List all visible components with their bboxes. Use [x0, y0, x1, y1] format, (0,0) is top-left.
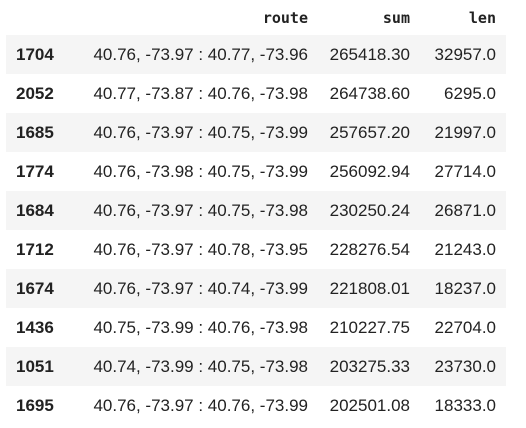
cell-len: 18333.0	[434, 395, 496, 415]
table-row: 1685 40.76, -73.97 : 40.75, -73.99 257657.…	[6, 113, 506, 152]
dataframe-table: route sum len 1704 40.76, -73.97 : 40.77,…	[6, 0, 506, 425]
cell-len: 23730.0	[434, 356, 496, 376]
row-index: 1774	[16, 161, 54, 181]
table-row: 1695 40.76, -73.97 : 40.76, -73.99 202501.…	[6, 386, 506, 425]
cell-sum: 203275.33	[329, 356, 410, 376]
column-header-sum: sum	[382, 8, 410, 27]
cell-route: 40.76, -73.97 : 40.76, -73.99	[93, 395, 308, 415]
cell-sum: 230250.24	[329, 200, 410, 220]
cell-sum: 265418.30	[329, 44, 410, 64]
row-index: 1436	[16, 317, 54, 337]
cell-route: 40.75, -73.99 : 40.76, -73.98	[93, 317, 308, 337]
cell-sum: 228276.54	[329, 239, 410, 259]
index-header	[6, 0, 68, 35]
column-header-len: len	[468, 8, 496, 27]
cell-route: 40.76, -73.97 : 40.78, -73.95	[93, 239, 308, 259]
cell-len: 26871.0	[434, 200, 496, 220]
cell-route: 40.76, -73.97 : 40.75, -73.98	[93, 200, 308, 220]
cell-sum: 221808.01	[329, 278, 410, 298]
table-row: 1436 40.75, -73.99 : 40.76, -73.98 210227.…	[6, 308, 506, 347]
table-row: 1684 40.76, -73.97 : 40.75, -73.98 230250.…	[6, 191, 506, 230]
cell-len: 27714.0	[434, 161, 496, 181]
cell-route: 40.76, -73.97 : 40.74, -73.99	[93, 278, 308, 298]
cell-sum: 256092.94	[329, 161, 410, 181]
table-row: 1774 40.76, -73.98 : 40.75, -73.99 256092.…	[6, 152, 506, 191]
cell-len: 32957.0	[434, 44, 496, 64]
row-index: 1684	[16, 200, 54, 220]
cell-len: 6295.0	[444, 83, 496, 103]
row-index: 1685	[16, 122, 54, 142]
cell-route: 40.76, -73.97 : 40.77, -73.96	[93, 44, 308, 64]
row-index: 2052	[16, 83, 54, 103]
cell-sum: 257657.20	[329, 122, 410, 142]
header-row: route sum len	[6, 0, 506, 35]
row-index: 1695	[16, 395, 54, 415]
cell-route: 40.77, -73.87 : 40.76, -73.98	[93, 83, 308, 103]
column-header-route: route	[262, 8, 308, 27]
table-row: 1704 40.76, -73.97 : 40.77, -73.96 265418.…	[6, 35, 506, 74]
row-index: 1051	[16, 356, 54, 376]
table-row: 1051 40.74, -73.99 : 40.75, -73.98 203275.…	[6, 347, 506, 386]
table-header: route sum len	[6, 0, 506, 35]
cell-len: 22704.0	[434, 317, 496, 337]
cell-sum: 264738.60	[329, 83, 410, 103]
cell-sum: 202501.08	[329, 395, 410, 415]
table-row: 2052 40.77, -73.87 : 40.76, -73.98 264738.…	[6, 74, 506, 113]
table-row: 1674 40.76, -73.97 : 40.74, -73.99 221808.…	[6, 269, 506, 308]
cell-len: 21243.0	[434, 239, 496, 259]
cell-route: 40.76, -73.98 : 40.75, -73.99	[93, 161, 308, 181]
cell-sum: 210227.75	[329, 317, 410, 337]
row-index: 1674	[16, 278, 54, 298]
row-index: 1712	[16, 239, 54, 259]
cell-route: 40.74, -73.99 : 40.75, -73.98	[93, 356, 308, 376]
table-row: 1712 40.76, -73.97 : 40.78, -73.95 228276.…	[6, 230, 506, 269]
row-index: 1704	[16, 44, 54, 64]
cell-len: 21997.0	[434, 122, 496, 142]
cell-route: 40.76, -73.97 : 40.75, -73.99	[93, 122, 308, 142]
table-body: 1704 40.76, -73.97 : 40.77, -73.96 265418.…	[6, 35, 506, 425]
cell-len: 18237.0	[434, 278, 496, 298]
